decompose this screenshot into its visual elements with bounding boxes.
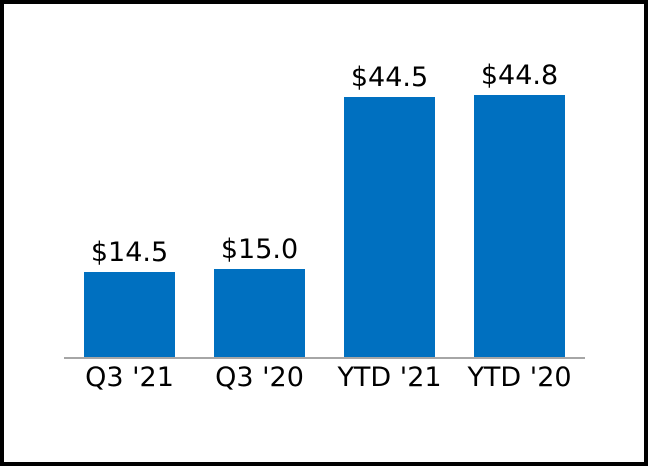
bar-value-label: $44.8 [480,60,559,91]
x-axis-line [64,357,585,359]
category-label: Q3 '21 [84,362,175,394]
bar-group: $44.8 [474,62,565,357]
bar-group: $15.0 [214,236,305,357]
category-label-text: Q3 '21 [85,362,174,393]
bar-chart: $14.5 $15.0 $44.5 $44.8 Q3 '21 Q3 '20 YTD '21… [4,4,644,462]
category-label-text: Q3 '20 [215,362,304,393]
bar [344,97,435,357]
category-label-text: YTD '20 [467,362,572,393]
bar [214,269,305,357]
bar-value-label: $15.0 [220,234,299,265]
category-label: YTD '20 [467,362,571,394]
category-label: YTD '21 [337,362,441,394]
bar-group: $44.5 [344,64,435,357]
bar [84,272,175,357]
category-labels-row: Q3 '21 Q3 '20 YTD '21 YTD '20 [64,362,585,394]
category-label: Q3 '20 [214,362,305,394]
bar-value-label: $14.5 [90,237,169,268]
bar-value-label: $44.5 [350,62,429,93]
category-label-text: YTD '21 [337,362,442,393]
bar-group: $14.5 [84,239,175,357]
bars-area: $14.5 $15.0 $44.5 $44.8 [64,4,585,357]
bar [474,95,565,357]
